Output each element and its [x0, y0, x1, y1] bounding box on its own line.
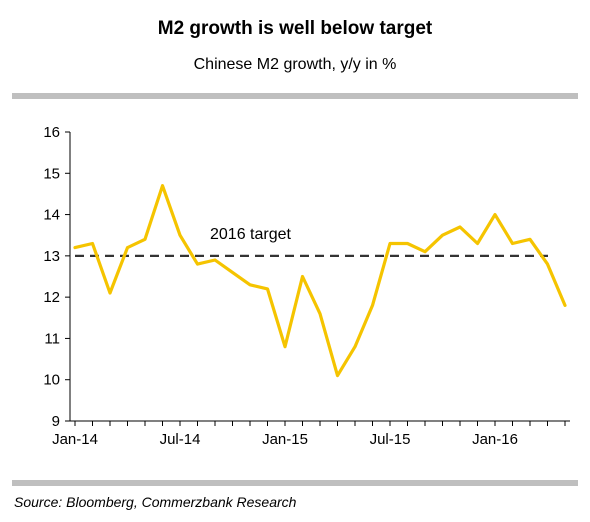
y-tick-label: 15 — [43, 165, 60, 182]
top-divider — [12, 93, 578, 99]
x-tick-label: Jan-14 — [52, 431, 98, 448]
y-tick-label: 13 — [43, 248, 60, 265]
y-tick-label: 12 — [43, 289, 60, 306]
x-tick-label: Jan-15 — [262, 431, 308, 448]
y-tick-label: 11 — [44, 330, 60, 347]
x-tick-label: Jul-14 — [160, 431, 201, 448]
x-tick-label: Jul-15 — [370, 431, 411, 448]
y-tick-label: 14 — [43, 207, 60, 224]
chart-axes: 9 10 11 12 13 14 15 16 Jan-14 Jul-14 Jan-15 Jul-15 J… — [43, 124, 570, 448]
y-tick-label: 16 — [43, 124, 60, 141]
series-line-0 — [73, 184, 567, 378]
series-layer — [73, 184, 567, 378]
y-tick-label: 9 — [52, 413, 60, 430]
chart-title: M2 growth is well below target — [157, 18, 433, 39]
bottom-divider — [12, 480, 578, 486]
source-note: Source: Bloomberg, Commerzbank Research — [14, 494, 297, 510]
x-tick-label: Jan-16 — [472, 431, 518, 448]
target-label: 2016 target — [210, 226, 292, 243]
y-tick-label: 10 — [43, 372, 60, 389]
chart-subtitle: Chinese M2 growth, y/y in % — [193, 56, 397, 73]
target-layer: 2016 target — [75, 226, 548, 257]
